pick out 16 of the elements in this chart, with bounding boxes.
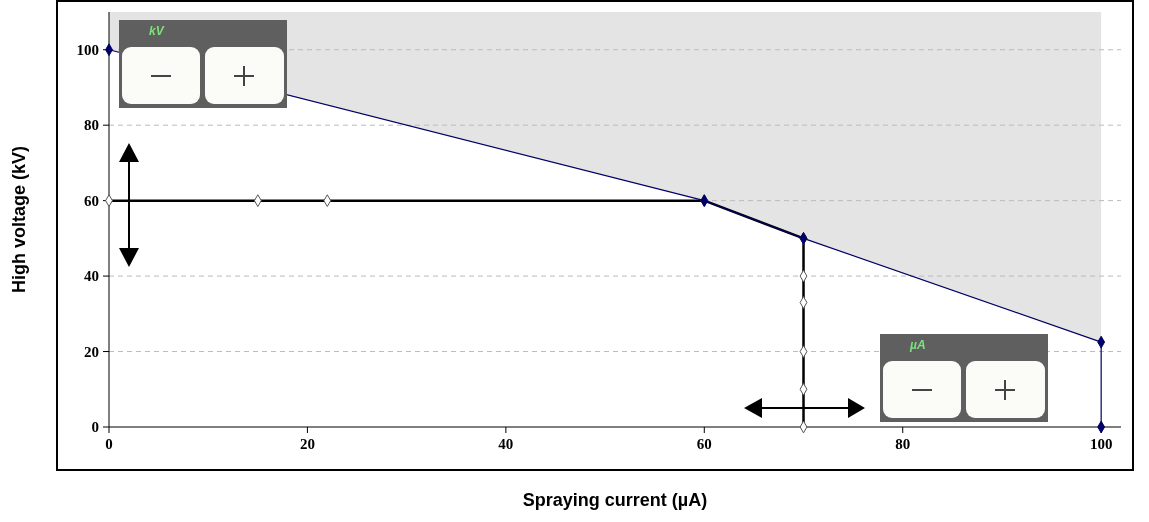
annotation: µA [909, 338, 926, 352]
y-tick-label: 80 [84, 117, 99, 134]
y-axis-title: High voltage (kV) [9, 145, 29, 294]
x-axis-title: Spraying current (µA) [522, 490, 708, 510]
y-tick-label: 100 [76, 41, 99, 58]
y-tick-label: 0 [91, 419, 99, 435]
annotation: kV [149, 24, 165, 38]
x-tick-label: 100 [1089, 436, 1113, 452]
x-tick-label: 80 [895, 436, 911, 452]
x-tick-label: 20 [299, 436, 315, 452]
x-tick-label: 40 [498, 436, 514, 452]
y-tick-label: 60 [84, 192, 99, 209]
y-tick-label: 20 [84, 343, 99, 360]
y-tick-label: 40 [84, 268, 99, 285]
x-tick-label: 0 [105, 436, 113, 452]
x-tick-label: 60 [696, 436, 712, 452]
